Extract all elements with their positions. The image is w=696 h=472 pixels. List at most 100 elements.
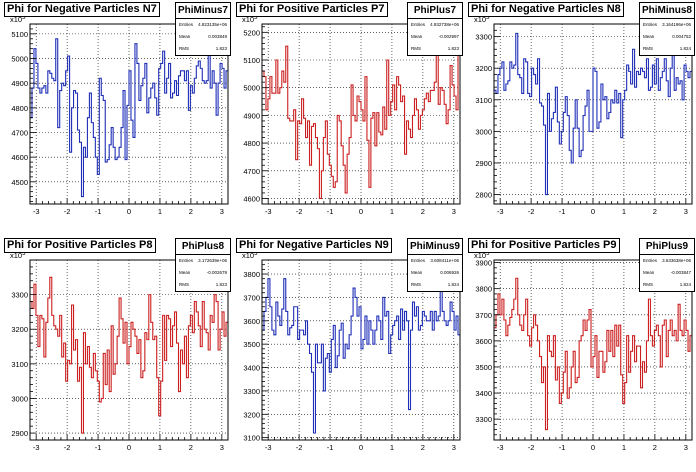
y-tick-label: 3100 (11, 360, 28, 369)
stats-label-mean: Mean (411, 34, 423, 39)
stats-label-entries: Entries (411, 258, 426, 263)
stats-value-entries: 4.932738e+06 (430, 22, 459, 27)
y-tick-label: 4700 (243, 167, 260, 176)
x-tick-label: -2 (296, 207, 303, 216)
stats-value-rms: 1.823 (215, 46, 227, 51)
stats-box: PhiMinus8 Entries 3.164196e+06 Mean 0.004752… (639, 2, 695, 56)
y-tick-label: 3600 (243, 317, 260, 326)
stats-row-mean: Mean 0.004752 (643, 31, 691, 42)
stats-value-mean: 0.003849 (208, 34, 227, 39)
stats-row-mean: Mean -0.002679 (179, 267, 227, 278)
x-tick-label: -3 (497, 443, 504, 452)
y-tick-label: 3500 (475, 363, 492, 372)
stats-value-entries: 3.164196e+06 (662, 22, 691, 27)
stats-label-mean: Mean (643, 270, 655, 275)
stats-box: PhiPlus8 Entries 3.172639e+06 Mean -0.002679… (175, 238, 231, 292)
y-tick-label: 2800 (475, 191, 492, 200)
histogram-title: Phi for Negative Particles N9 (236, 238, 392, 253)
y-tick-label: 4600 (243, 194, 260, 203)
stats-value-entries: 4.823135e+06 (198, 22, 227, 27)
stats-label-entries: Entries (179, 22, 194, 27)
x-tick-label: 1 (390, 207, 394, 216)
y-tick-label: 3700 (243, 293, 260, 302)
histogram-panel: -3 -2 -1 0 1 2 3 4600 4700 4800 4900 5000 5100 5200 x1… (232, 0, 464, 236)
y-exponent-label: x103 (242, 251, 258, 260)
y-tick-label: 3300 (11, 291, 28, 300)
y-tick-label: 3300 (243, 387, 260, 396)
x-tick-label: 1 (390, 443, 394, 452)
stats-value-rms: 1.823 (447, 46, 459, 51)
y-exponent-label: x103 (10, 15, 26, 24)
stats-value-rms: 1.824 (447, 282, 459, 287)
y-tick-label: 3800 (475, 285, 492, 294)
histogram-panel: -3 -2 -1 0 1 2 3 3100 3200 3300 3400 3500 3600 3700 38… (232, 236, 464, 472)
histogram-series-line (30, 38, 228, 198)
stats-value-rms: 1.824 (679, 46, 691, 51)
y-tick-label: 2900 (11, 429, 28, 438)
x-tick-label: 2 (421, 207, 425, 216)
histogram-svg: -3 -2 -1 0 1 2 3 4600 4700 4800 4900 5000 5100 5200 x1… (242, 15, 461, 216)
stats-label-entries: Entries (643, 22, 658, 27)
stats-label-rms: RMS (179, 282, 189, 287)
y-tick-label: 4900 (11, 79, 28, 88)
stats-label-rms: RMS (643, 46, 653, 51)
stats-row-mean: Mean -0.003847 (643, 267, 691, 278)
y-tick-label: 4600 (11, 153, 28, 162)
histogram-panel: -3 -2 -1 0 1 2 3 3300 3400 3500 3600 3700 3800 3900 x1… (464, 236, 696, 472)
stats-label-rms: RMS (411, 46, 421, 51)
y-tick-label: 3200 (243, 410, 260, 419)
y-tick-label: 3100 (475, 96, 492, 105)
y-tick-label: 3800 (243, 270, 260, 279)
y-tick-label: 3300 (475, 33, 492, 42)
stats-label-mean: Mean (179, 34, 191, 39)
x-tick-label: 2 (189, 443, 193, 452)
y-tick-label: 3300 (475, 415, 492, 424)
stats-row-entries: Entries 4.823135e+06 (179, 19, 227, 30)
x-tick-label: -3 (33, 207, 40, 216)
x-tick-label: -1 (559, 443, 566, 452)
x-tick-label: 2 (189, 207, 193, 216)
histogram-svg: -3 -2 -1 0 1 2 3 2800 2900 3000 3100 3200 3300 x103 (474, 15, 693, 216)
x-tick-label: -3 (265, 207, 272, 216)
stats-label-rms: RMS (411, 282, 421, 287)
stats-value-entries: 3.172639e+06 (198, 258, 227, 263)
y-tick-label: 3700 (475, 311, 492, 320)
stats-row-entries: Entries 4.932738e+06 (411, 19, 459, 30)
stats-value-rms: 1.823 (215, 282, 227, 287)
y-tick-label: 3200 (475, 64, 492, 73)
x-tick-label: -2 (528, 207, 535, 216)
x-tick-label: 2 (421, 443, 425, 452)
stats-box: PhiMinus7 Entries 4.823135e+06 Mean 0.003849… (175, 2, 231, 56)
stats-label-mean: Mean (643, 34, 655, 39)
histogram-series-line (262, 37, 460, 200)
x-tick-label: 3 (684, 207, 688, 216)
histogram-svg: -3 -2 -1 0 1 2 3 3300 3400 3500 3600 3700 3800 3900x1… (474, 251, 693, 452)
histogram-title: Phi for Negative Particles N7 (4, 2, 160, 17)
y-tick-label: 3000 (475, 127, 492, 136)
histogram-series-line (494, 32, 692, 196)
y-tick-label: 2900 (475, 159, 492, 168)
x-tick-label: 0 (591, 443, 595, 452)
stats-label-entries: Entries (179, 258, 194, 263)
y-tick-label: 5200 (243, 28, 260, 37)
x-tick-label: -2 (296, 443, 303, 452)
stats-label-rms: RMS (179, 46, 189, 51)
stats-value-rms: 1.824 (679, 282, 691, 287)
y-tick-label: 3600 (475, 337, 492, 346)
y-tick-label: 4800 (243, 139, 260, 148)
y-tick-label: 3900 (475, 259, 492, 268)
y-exponent-label: x103 (242, 15, 258, 24)
y-tick-label: 5000 (11, 55, 28, 64)
stats-row-mean: Mean 0.003849 (179, 31, 227, 42)
stats-histogram-name: PhiMinus9 (408, 239, 462, 255)
y-tick-label: 3500 (243, 340, 260, 349)
stats-row-entries: Entries 3.633638e+06 (643, 255, 691, 266)
x-tick-label: 3 (452, 207, 456, 216)
stats-histogram-name: PhiMinus8 (640, 3, 694, 19)
stats-value-entries: 3.608411e+06 (430, 258, 459, 263)
stats-value-mean: -0.002679 (206, 270, 227, 275)
stats-row-entries: Entries 3.172639e+06 (179, 255, 227, 266)
x-tick-label: -2 (528, 443, 535, 452)
x-tick-label: -3 (497, 207, 504, 216)
y-exponent-label: x103 (10, 251, 26, 260)
